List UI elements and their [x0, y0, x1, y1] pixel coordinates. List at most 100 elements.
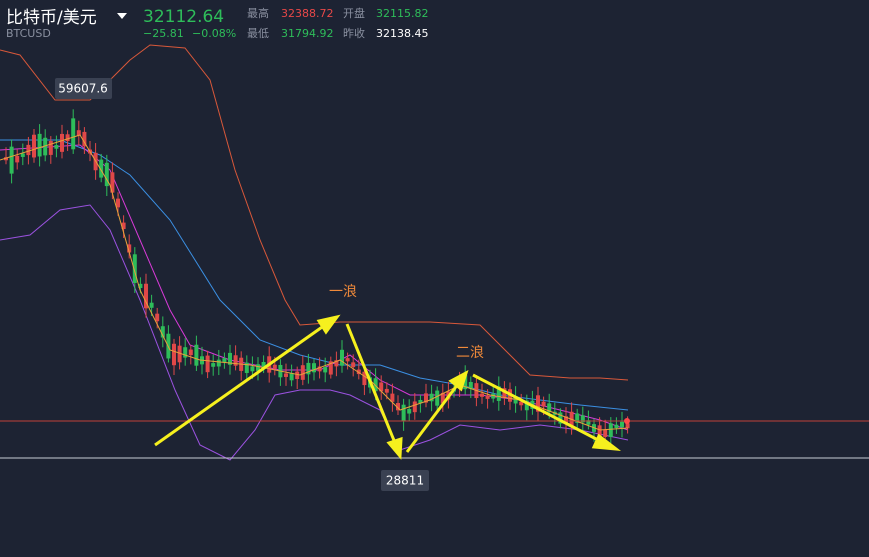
candle-body [312, 363, 316, 373]
candle-body [485, 395, 490, 399]
candle-body [244, 362, 249, 373]
high-label: 59607.6 [58, 82, 108, 96]
candle-body [188, 349, 193, 356]
candle-body [407, 409, 412, 414]
symbol: BTCUSD [6, 27, 51, 40]
candle-body [345, 358, 350, 362]
candle-body [513, 396, 518, 404]
candle-body [306, 362, 311, 375]
candle-body [323, 367, 328, 373]
wave-label: 一浪 [329, 284, 357, 300]
candle-body [37, 133, 42, 157]
candle-body [524, 400, 529, 411]
candle-body [536, 395, 540, 412]
candle-body [373, 378, 378, 392]
candle-body [491, 393, 496, 399]
candle-body [132, 254, 137, 283]
candle-body [48, 140, 53, 155]
stat-label: 昨收 [343, 26, 365, 40]
current-dot [624, 418, 630, 424]
wave-arrows [154, 314, 622, 460]
candle-body [284, 373, 288, 377]
candle-body [26, 144, 31, 156]
candle-body [20, 153, 25, 157]
candle-body [222, 358, 227, 363]
wave-label: 二浪 [456, 345, 484, 361]
stat-value: 32115.82 [376, 7, 429, 20]
candle-body [144, 283, 148, 309]
candle-body [429, 393, 434, 402]
candle-body [155, 313, 160, 322]
candle-body [396, 403, 400, 411]
candle-body [177, 345, 182, 363]
candle-body [614, 424, 619, 428]
candle-body [620, 421, 624, 428]
candle-body [328, 361, 333, 375]
candle-body [71, 118, 76, 150]
arrowhead [448, 369, 469, 392]
candle-body [138, 283, 143, 288]
candle-body [250, 366, 255, 372]
candle-body [597, 425, 602, 441]
candle-body [228, 352, 232, 365]
candle-body [558, 412, 563, 424]
candle-body [233, 355, 238, 366]
candle-body [43, 137, 48, 156]
change-pct: −0.08% [192, 27, 236, 40]
candle-body [127, 244, 132, 253]
candle-body [149, 302, 154, 308]
arrowhead [386, 436, 403, 460]
stat-label: 开盘 [343, 6, 365, 20]
candle-body [334, 360, 339, 367]
candle-body [586, 420, 591, 425]
title: 比特币/美元 [6, 8, 97, 28]
candle-body [502, 388, 507, 398]
candle-body [256, 364, 260, 371]
candle-body [401, 404, 406, 422]
candle-body [541, 401, 546, 407]
candle-body [435, 390, 440, 406]
candle-body [418, 399, 423, 404]
candle-body [110, 172, 115, 193]
candle-body [351, 362, 356, 368]
stat-label: 最低 [247, 27, 269, 40]
candle-body [463, 374, 468, 390]
candle-body [340, 349, 344, 366]
candle-body [60, 133, 64, 152]
candle-body [172, 343, 176, 366]
candle-body [480, 393, 484, 397]
candle-body [65, 134, 70, 142]
candle-body [390, 393, 395, 402]
label-box [55, 78, 112, 99]
candle-body [300, 365, 305, 380]
candle-body [15, 155, 20, 163]
candle-body [116, 198, 120, 208]
candle-body [496, 386, 501, 401]
arrowhead [316, 314, 341, 335]
candle-body [468, 381, 473, 389]
candle-body [317, 366, 322, 372]
candle-body [424, 393, 428, 403]
candle-body [295, 371, 300, 380]
candle-body [625, 423, 630, 429]
candle-body [9, 146, 14, 174]
candle-body [580, 415, 585, 423]
candle-body [379, 382, 384, 392]
arrow [345, 323, 397, 444]
lower-band [0, 204, 629, 461]
change: −25.81 [143, 27, 184, 40]
candle-body [216, 359, 221, 367]
candle-body [32, 134, 36, 158]
candle-body [289, 373, 294, 381]
arrowhead [591, 433, 622, 451]
candle-body [104, 162, 109, 187]
candle-body [205, 355, 210, 373]
candle-body [82, 131, 87, 147]
candle-body [362, 371, 367, 386]
low-label: 28811 [386, 474, 424, 488]
dropdown[interactable] [117, 13, 127, 19]
candle-body [4, 157, 8, 161]
arrow [405, 383, 460, 453]
candle-body [99, 159, 104, 178]
candle-body [54, 145, 59, 149]
